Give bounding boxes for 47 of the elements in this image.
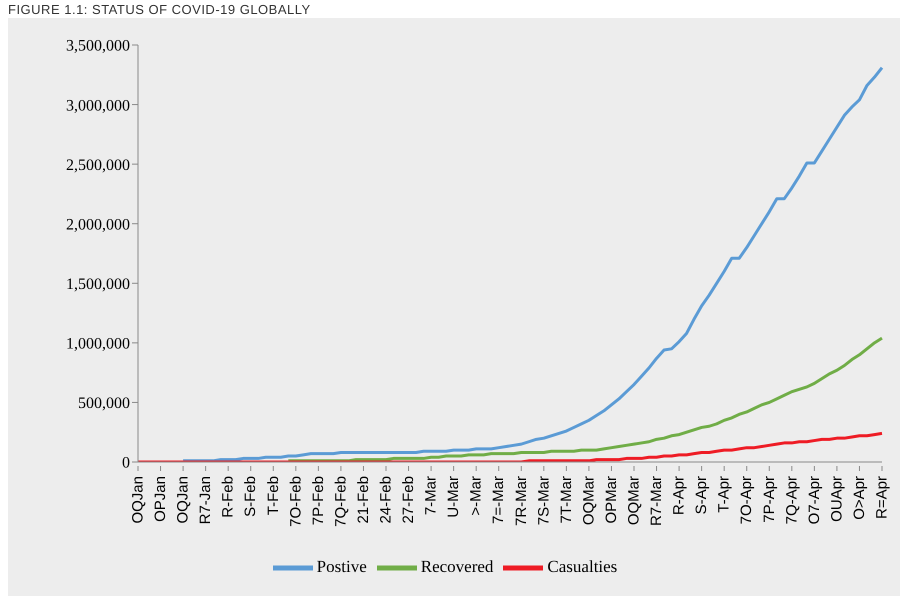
x-tick-label: OUApr: [828, 476, 846, 522]
x-tick-label: 21-Feb: [354, 476, 372, 524]
y-tick-label: 2,000,000: [66, 216, 130, 234]
x-tick-label: 7-Mar: [422, 476, 440, 516]
x-tick-label: OQJan: [174, 476, 192, 524]
x-tick-label: 7O-Apr: [738, 476, 756, 524]
legend-label: Casualties: [547, 556, 618, 576]
x-tick-label: U-Mar: [445, 476, 462, 518]
x-tick-label: 7S-Mar: [535, 476, 552, 526]
x-tick-label: 7R-Mar: [512, 476, 530, 526]
chart-title: FIGURE 1.1: STATUS OF COVID-19 GLOBALLY: [8, 2, 311, 17]
x-tick-label: R-Apr: [670, 476, 688, 516]
x-tick-label: R-Feb: [220, 476, 237, 518]
x-tick-label: R7-Mar: [648, 476, 666, 526]
y-tick-label: 1,500,000: [66, 276, 130, 293]
x-tick-label: 24-Feb: [378, 476, 394, 524]
y-tick-label: 2,500,000: [66, 156, 130, 174]
x-tick-label: R=Apr: [874, 476, 890, 519]
legend-label: Recovered: [420, 556, 494, 576]
x-tick-label: 7P-Apr: [760, 476, 778, 523]
x-tick-label: 7P-Feb: [310, 476, 327, 526]
x-tick-label: O>Apr: [850, 476, 868, 520]
x-tick-label: OQMar: [626, 476, 642, 526]
x-tick-label: O7-Apr: [806, 476, 823, 524]
line-series: [182, 66, 884, 462]
x-tick-label: T-Apr: [716, 476, 733, 513]
y-tick-label: 0: [122, 454, 130, 472]
y-tick-label: 1,000,000: [66, 336, 130, 353]
y-tick-label: 500,000: [78, 395, 130, 412]
x-tick-label: 7Q-Feb: [332, 476, 350, 527]
x-tick-label: T-Feb: [264, 476, 282, 516]
x-tick-label: S-Feb: [242, 476, 260, 517]
x-tick-label: 7=-Mar: [490, 476, 508, 524]
y-tick-label: 3,500,000: [66, 38, 130, 55]
x-tick-label: OQMar: [580, 476, 598, 526]
x-tick-label: 7O-Feb: [287, 476, 304, 527]
x-tick-label: >-Mar: [468, 476, 485, 516]
x-tick-label: OPMar: [602, 476, 620, 524]
x-tick-label: R7-Jan: [197, 476, 214, 524]
x-tick-label: OPJan: [152, 476, 170, 522]
x-tick-label: S-Apr: [693, 476, 710, 514]
x-tick-label: OQJan: [130, 476, 146, 524]
y-tick-label: 3,000,000: [66, 97, 130, 114]
x-tick-label: 27-Feb: [400, 476, 418, 524]
x-tick-label: 7Q-Apr: [783, 476, 800, 524]
x-tick-label: 7T-Mar: [558, 476, 575, 524]
legend-label: Postive: [316, 556, 367, 576]
